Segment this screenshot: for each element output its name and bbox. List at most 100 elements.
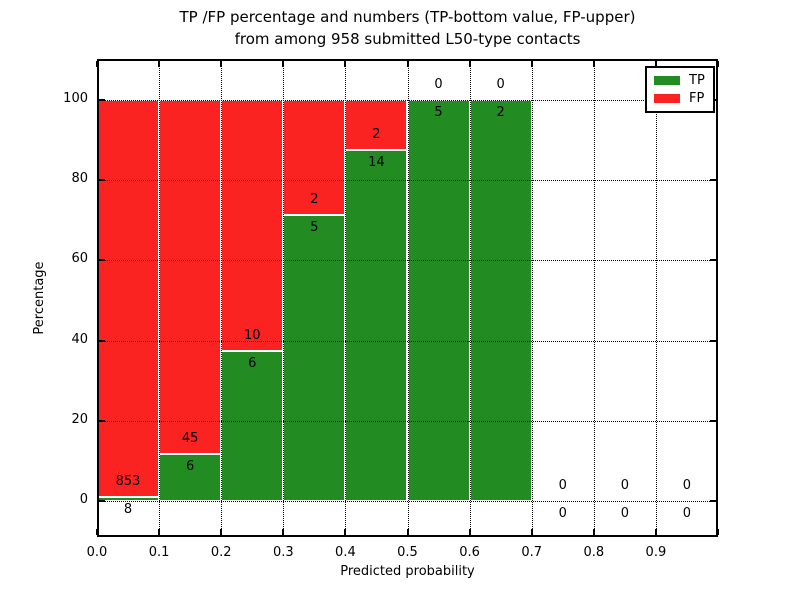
x-tick-mark bbox=[406, 529, 409, 535]
x-tick-label: 0.7 bbox=[521, 545, 543, 560]
x-tick-mark bbox=[592, 529, 595, 535]
y-tick-label: 20 bbox=[71, 411, 88, 427]
x-tick-mark-top bbox=[468, 61, 471, 67]
x-tick-label: 0.1 bbox=[148, 545, 170, 560]
legend-swatch-tp-icon bbox=[654, 76, 680, 86]
gridline-h bbox=[97, 501, 718, 502]
y-tick-mark bbox=[99, 99, 105, 101]
gridline-v bbox=[593, 59, 595, 537]
bar-fp-segment bbox=[159, 100, 222, 454]
bar-label-tp: 8 bbox=[123, 502, 133, 518]
x-tick-mark-top bbox=[530, 61, 533, 67]
bar-label-fp: 0 bbox=[434, 77, 443, 92]
y-tick-mark bbox=[99, 419, 105, 422]
bar-fp-segment bbox=[283, 100, 346, 215]
y-tick-label: 80 bbox=[71, 171, 88, 187]
x-tick-label: 0.3 bbox=[272, 545, 294, 560]
legend-item-tp: TP bbox=[654, 74, 706, 87]
legend: TP FP bbox=[645, 66, 715, 113]
gridline-h bbox=[97, 260, 718, 262]
bar-label-tp: 0 bbox=[682, 506, 692, 521]
gridline-v bbox=[345, 59, 347, 537]
x-tick-mark-top bbox=[406, 61, 409, 67]
gridline-v bbox=[655, 59, 657, 537]
y-tick-mark bbox=[99, 500, 105, 502]
bar-tp-segment bbox=[283, 214, 346, 501]
gridline-h bbox=[97, 100, 718, 101]
x-tick-mark-top bbox=[654, 61, 657, 67]
bar-label-tp: 2 bbox=[496, 105, 505, 120]
gridline-h bbox=[97, 340, 718, 342]
x-tick-label: 0.6 bbox=[459, 545, 480, 560]
bar-label-fp: 2 bbox=[310, 191, 319, 207]
x-tick-label: 0.2 bbox=[210, 545, 232, 560]
x-tick-mark bbox=[654, 529, 657, 535]
y-tick-mark-right bbox=[710, 500, 716, 502]
y-tick-mark-right bbox=[710, 419, 716, 422]
x-tick-mark-top bbox=[158, 61, 161, 67]
plot-frame bbox=[97, 59, 718, 537]
y-tick-mark bbox=[99, 259, 105, 262]
x-tick-mark-top bbox=[220, 61, 223, 67]
x-tick-mark bbox=[96, 529, 98, 535]
x-tick-label: 0.8 bbox=[583, 545, 605, 560]
y-tick-mark bbox=[99, 339, 105, 342]
x-tick-mark-top bbox=[592, 61, 595, 67]
y-tick-label: 40 bbox=[71, 331, 88, 347]
bar-label-fp: 0 bbox=[682, 478, 692, 493]
bar-label-fp: 0 bbox=[620, 478, 629, 493]
x-tick-label: 0.0 bbox=[86, 545, 108, 560]
y-tick-mark-right bbox=[710, 259, 716, 262]
gridline-h bbox=[97, 420, 718, 422]
legend-swatch-fp-icon bbox=[654, 93, 680, 103]
bar-tp-segment bbox=[345, 150, 408, 501]
bar-tp-segment bbox=[469, 100, 532, 501]
bar-fp-segment bbox=[345, 100, 408, 151]
x-tick-mark bbox=[468, 529, 471, 535]
bar-label-tp: 5 bbox=[310, 219, 319, 235]
x-tick-label: 0.4 bbox=[335, 545, 356, 560]
x-tick-mark bbox=[220, 529, 223, 535]
y-tick-label: 60 bbox=[71, 251, 88, 267]
x-tick-mark bbox=[158, 529, 161, 535]
bar-label-tp: 0 bbox=[620, 506, 629, 521]
bar-label-tp: 0 bbox=[558, 506, 567, 521]
y-tick-mark bbox=[99, 179, 105, 182]
x-tick-label: 0.9 bbox=[645, 545, 667, 560]
x-tick-mark-top bbox=[96, 61, 98, 67]
bar-label-fp: 0 bbox=[558, 478, 567, 493]
legend-label-fp: FP bbox=[689, 90, 705, 106]
x-tick-mark bbox=[282, 529, 285, 535]
x-tick-mark-top bbox=[282, 61, 285, 67]
x-tick-mark bbox=[717, 529, 719, 535]
bar-label-tp: 6 bbox=[186, 458, 195, 474]
y-tick-mark-right bbox=[710, 179, 716, 182]
bar-label-tp: 6 bbox=[248, 355, 257, 371]
x-tick-mark-top bbox=[717, 61, 719, 67]
gridline-v bbox=[159, 59, 161, 537]
y-tick-mark-right bbox=[710, 339, 716, 342]
bar-label-fp: 10 bbox=[243, 327, 261, 343]
gridline-v bbox=[407, 59, 409, 537]
gridline-v bbox=[283, 59, 285, 537]
gridline-v bbox=[221, 59, 223, 537]
y-tick-label: 0 bbox=[79, 492, 88, 507]
bar-label-fp: 853 bbox=[115, 474, 141, 490]
bar-label-tp: 5 bbox=[434, 105, 443, 120]
x-tick-mark bbox=[344, 529, 347, 535]
gridline-h bbox=[97, 180, 718, 182]
x-tick-mark-top bbox=[344, 61, 347, 67]
x-tick-label: 0.5 bbox=[397, 545, 418, 560]
gridline-v bbox=[469, 59, 471, 537]
legend-item-fp: FP bbox=[654, 92, 706, 105]
gridline-v bbox=[531, 59, 533, 537]
bar-label-fp: 45 bbox=[181, 430, 199, 446]
bar-label-fp: 2 bbox=[372, 127, 381, 143]
bar-label-tp: 14 bbox=[368, 155, 385, 171]
y-axis-label: Percentage bbox=[32, 261, 47, 335]
legend-label-tp: TP bbox=[689, 73, 705, 89]
x-axis-label: Predicted probability bbox=[340, 564, 475, 579]
x-tick-mark bbox=[530, 529, 533, 535]
y-tick-label: 100 bbox=[63, 91, 88, 106]
